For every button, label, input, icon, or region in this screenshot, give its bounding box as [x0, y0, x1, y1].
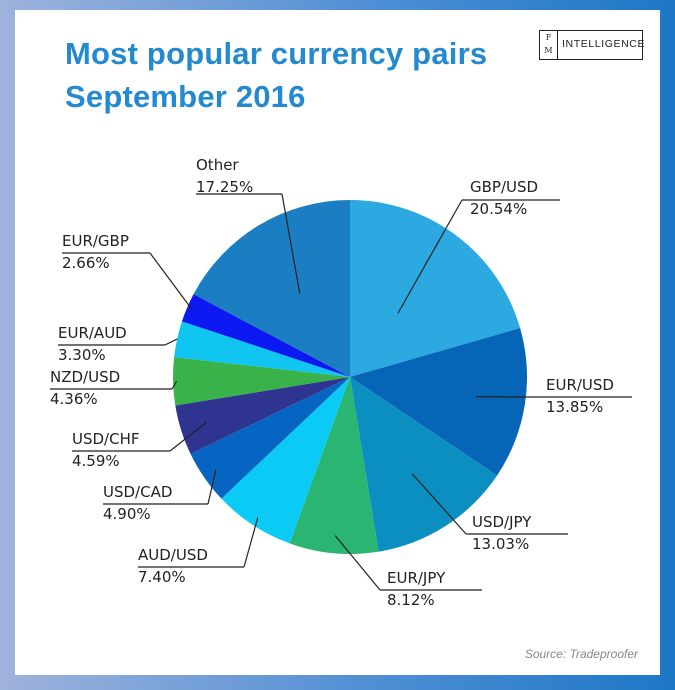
logo-mark-bottom: M [544, 46, 553, 55]
source-note: Source: Tradeproofer [524, 647, 638, 661]
leader-line-aud-usd [243, 517, 259, 568]
slice-value-eur-usd: 13.85% [546, 398, 603, 416]
slice-value-usd-chf: 4.59% [72, 452, 120, 470]
slice-value-aud-usd: 7.40% [138, 568, 186, 586]
fm-intelligence-logo: F M INTELLIGENCE [539, 30, 646, 60]
leader-line-eur-aud [164, 338, 178, 346]
leader-line-eur-gbp [149, 252, 193, 310]
leader-line-usd-chf [169, 421, 207, 452]
slice-value-eur-aud: 3.30% [58, 346, 106, 364]
infographic-card: Most popular currency pairs September 20… [15, 10, 660, 675]
slice-label-usd-chf: USD/CHF [72, 430, 140, 448]
slice-label-eur-gbp: EUR/GBP [62, 232, 129, 250]
chart-title: Most popular currency pairs September 20… [65, 32, 487, 118]
leader-line-eur-jpy [334, 535, 381, 591]
slice-label-eur-aud: EUR/AUD [58, 324, 127, 342]
pie-slice-eur-usd [350, 328, 527, 476]
slice-value-nzd-usd: 4.36% [50, 390, 98, 408]
title-line-2: September 2016 [65, 79, 306, 114]
slice-value-other: 17.25% [196, 178, 253, 196]
logo-mark-top: F [545, 33, 552, 42]
pie-slice-eur-aud [174, 321, 350, 377]
slice-label-aud-usd: AUD/USD [138, 546, 208, 564]
slice-label-other: Other [196, 156, 239, 174]
pie-slice-eur-jpy [289, 377, 379, 555]
slice-label-usd-jpy: USD/JPY [472, 513, 532, 531]
slice-label-gbp-usd: GBP/USD [470, 178, 538, 196]
pie-slice-gbp-usd [350, 200, 521, 377]
slice-label-nzd-usd: NZD/USD [50, 368, 120, 386]
pie-slice-eur-gbp [181, 294, 350, 377]
pie-slice-usd-jpy [350, 377, 498, 552]
pie-slices [173, 200, 527, 555]
leader-line-gbp-usd [397, 199, 463, 314]
slice-label-usd-cad: USD/CAD [103, 483, 172, 501]
slice-labels: GBP/USD 20.54% EUR/USD 13.85% USD/JPY 13.03% E… [50, 156, 614, 609]
pie-slice-usd-chf [175, 377, 350, 454]
pie-slice-aud-usd [221, 377, 350, 544]
leader-line-usd-cad [207, 469, 217, 505]
slice-value-usd-cad: 4.90% [103, 505, 151, 523]
slice-value-usd-jpy: 13.03% [472, 535, 529, 553]
leader-line-nzd-usd [171, 380, 178, 390]
slice-label-eur-jpy: EUR/JPY [387, 569, 446, 587]
pie-slice-other [193, 200, 350, 377]
leader-line-other [281, 193, 301, 294]
leader-line-usd-jpy [411, 473, 467, 535]
leader-lines [50, 193, 632, 591]
slice-value-eur-gbp: 2.66% [62, 254, 110, 272]
logo-word: INTELLIGENCE [562, 38, 646, 50]
slice-value-gbp-usd: 20.54% [470, 200, 527, 218]
pie-slice-nzd-usd [173, 357, 350, 406]
slice-value-eur-jpy: 8.12% [387, 591, 435, 609]
pie-slice-usd-cad [190, 377, 350, 499]
title-line-1: Most popular currency pairs [65, 36, 488, 71]
slice-label-eur-usd: EUR/USD [546, 376, 614, 394]
logo-mark: F M [540, 31, 558, 59]
